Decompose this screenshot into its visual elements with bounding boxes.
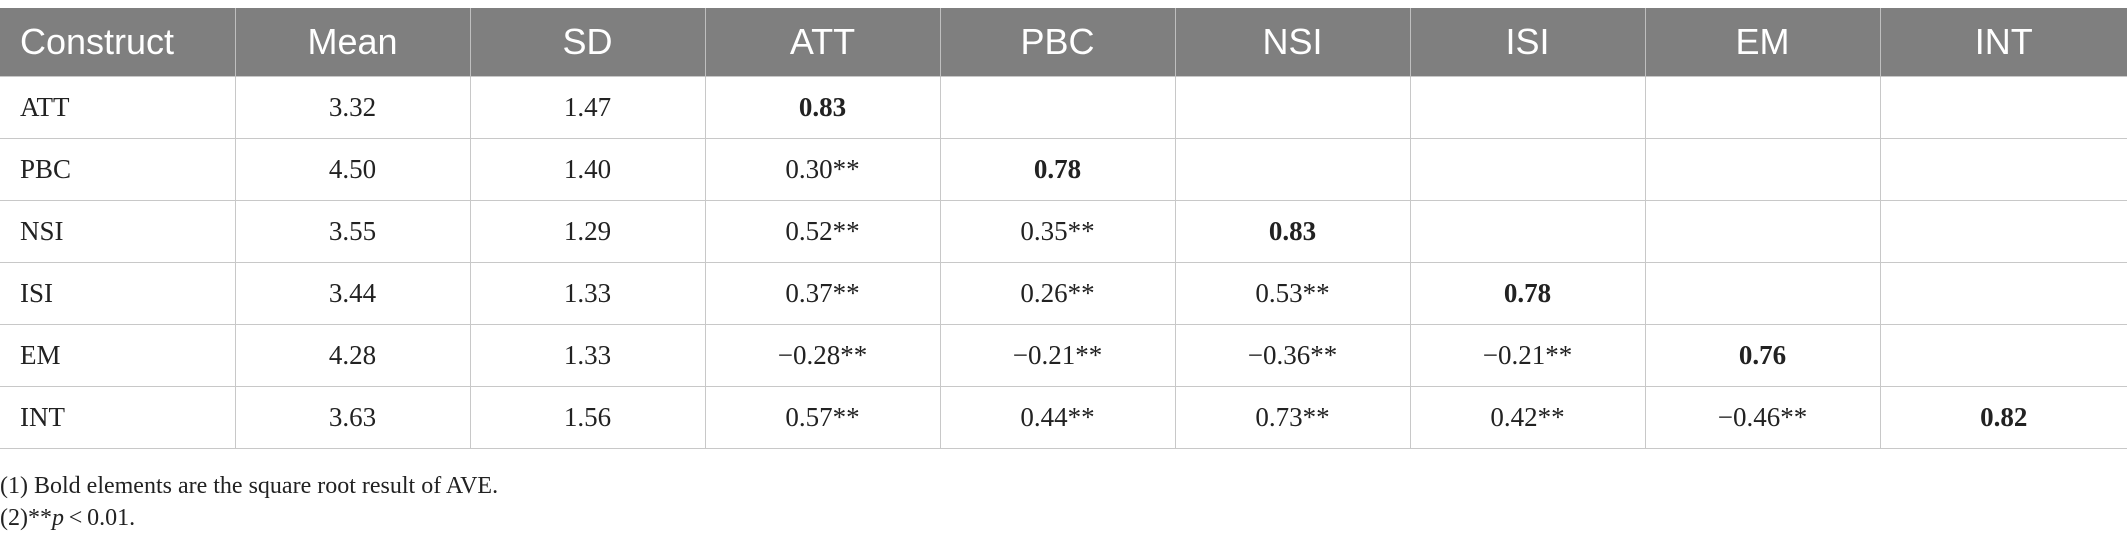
header-cell-isi: ISI — [1409, 8, 1645, 77]
cell-nsi: 0.83 — [1174, 200, 1411, 263]
cell-isi — [1409, 138, 1646, 201]
cell-att: 0.57** — [704, 386, 941, 449]
table-row: ATT 3.32 1.47 0.83 — [0, 76, 2127, 139]
header-cell-mean: Mean — [234, 8, 470, 77]
cell-int — [1879, 200, 2127, 263]
note-significance-suffix: < 0.01. — [63, 505, 136, 531]
cell-sd: 1.29 — [469, 200, 706, 263]
header-row: Construct Mean SD ATT PBC NSI ISI EM INT — [0, 8, 2127, 77]
header-cell-int: INT — [1879, 8, 2127, 77]
table-row: INT 3.63 1.56 0.57** 0.44** 0.73** 0.42** −0.46… — [0, 386, 2127, 449]
note-significance-prefix: (2)** — [0, 505, 52, 531]
cell-construct: INT — [0, 386, 236, 449]
cell-pbc — [939, 76, 1176, 139]
cell-sd: 1.33 — [469, 262, 706, 325]
cell-att: −0.28** — [704, 324, 941, 387]
cell-em: 0.76 — [1644, 324, 1881, 387]
cell-pbc: 0.44** — [939, 386, 1176, 449]
header-cell-construct: Construct — [0, 8, 235, 77]
cell-em — [1644, 262, 1881, 325]
cell-int — [1879, 324, 2127, 387]
cell-nsi: 0.53** — [1174, 262, 1411, 325]
cell-mean: 3.63 — [234, 386, 471, 449]
cell-pbc: 0.26** — [939, 262, 1176, 325]
cell-int — [1879, 138, 2127, 201]
table-body: ATT 3.32 1.47 0.83 PBC 4.50 1.40 0.30** 0.78 NSI 3… — [0, 76, 2127, 449]
header-cell-att: ATT — [704, 8, 940, 77]
cell-isi: 0.78 — [1409, 262, 1646, 325]
cell-int: 0.82 — [1879, 386, 2127, 449]
note-bold-elements: (1) Bold elements are the square root re… — [0, 473, 499, 499]
cell-construct: PBC — [0, 138, 236, 201]
cell-mean: 3.55 — [234, 200, 471, 263]
cell-nsi: −0.36** — [1174, 324, 1411, 387]
cell-isi — [1409, 76, 1646, 139]
cell-sd: 1.56 — [469, 386, 706, 449]
cell-att: 0.83 — [704, 76, 941, 139]
correlation-table-container: Construct Mean SD ATT PBC NSI ISI EM INT… — [0, 8, 2127, 449]
header-cell-sd: SD — [469, 8, 705, 77]
cell-isi: −0.21** — [1409, 324, 1646, 387]
table-row: PBC 4.50 1.40 0.30** 0.78 — [0, 138, 2127, 201]
table-row: NSI 3.55 1.29 0.52** 0.35** 0.83 — [0, 200, 2127, 263]
cell-nsi: 0.73** — [1174, 386, 1411, 449]
cell-isi — [1409, 200, 1646, 263]
header-cell-pbc: PBC — [939, 8, 1175, 77]
cell-pbc: 0.78 — [939, 138, 1176, 201]
cell-nsi — [1174, 76, 1411, 139]
cell-em — [1644, 200, 1881, 263]
cell-int — [1879, 262, 2127, 325]
note-significance-variable: p — [51, 505, 64, 531]
cell-att: 0.30** — [704, 138, 941, 201]
cell-int — [1879, 76, 2127, 139]
cell-mean: 4.28 — [234, 324, 471, 387]
cell-em — [1644, 138, 1881, 201]
cell-pbc: −0.21** — [939, 324, 1176, 387]
note-significance: (2)**p < 0.01. — [0, 502, 498, 534]
cell-sd: 1.40 — [469, 138, 706, 201]
cell-nsi — [1174, 138, 1411, 201]
cell-em: −0.46** — [1644, 386, 1881, 449]
header-cell-em: EM — [1644, 8, 1880, 77]
cell-construct: EM — [0, 324, 236, 387]
correlation-table: Construct Mean SD ATT PBC NSI ISI EM INT… — [0, 8, 2127, 449]
cell-mean: 3.44 — [234, 262, 471, 325]
cell-construct: ISI — [0, 262, 236, 325]
cell-mean: 4.50 — [234, 138, 471, 201]
cell-att: 0.37** — [704, 262, 941, 325]
cell-construct: ATT — [0, 76, 236, 139]
table-notes: (1) Bold elements are the square root re… — [0, 470, 498, 534]
cell-mean: 3.32 — [234, 76, 471, 139]
cell-isi: 0.42** — [1409, 386, 1646, 449]
cell-sd: 1.33 — [469, 324, 706, 387]
table-row: EM 4.28 1.33 −0.28** −0.21** −0.36** −0.21** 0.… — [0, 324, 2127, 387]
cell-construct: NSI — [0, 200, 236, 263]
header-cell-nsi: NSI — [1174, 8, 1410, 77]
cell-att: 0.52** — [704, 200, 941, 263]
cell-pbc: 0.35** — [939, 200, 1176, 263]
cell-em — [1644, 76, 1881, 139]
table-row: ISI 3.44 1.33 0.37** 0.26** 0.53** 0.78 — [0, 262, 2127, 325]
cell-sd: 1.47 — [469, 76, 706, 139]
